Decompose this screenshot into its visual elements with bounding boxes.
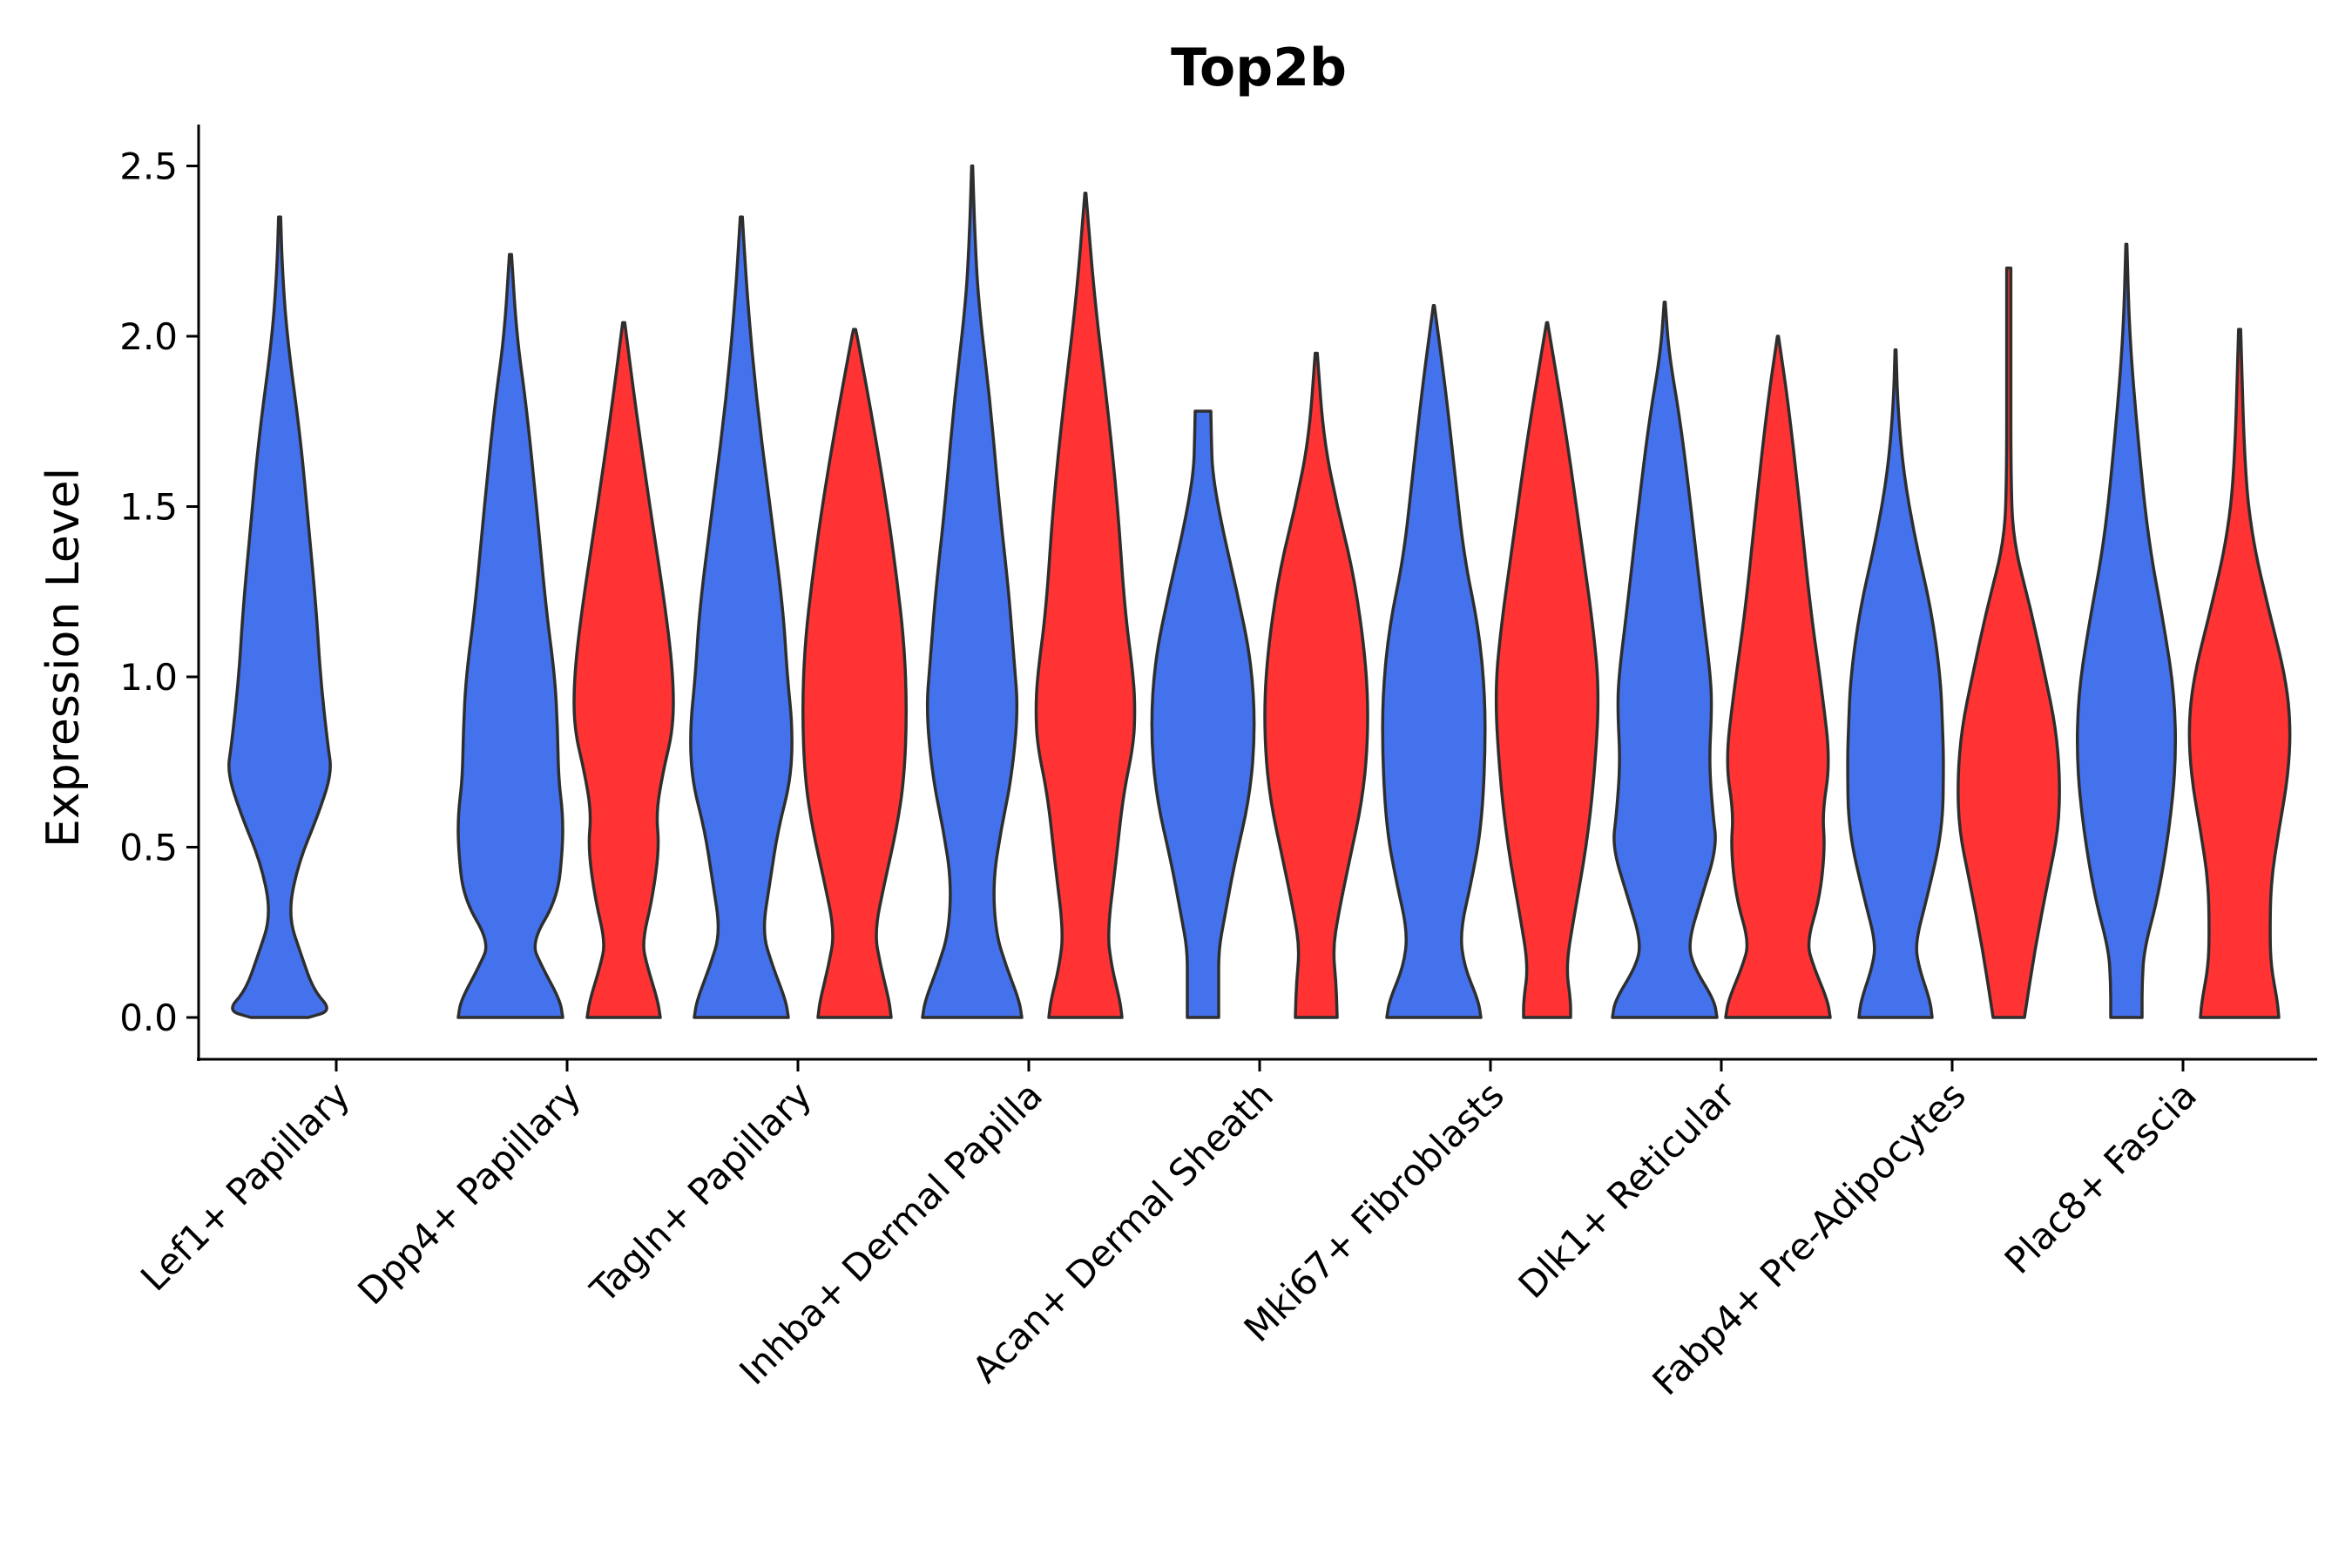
y-tick-label: 2.0	[119, 315, 178, 358]
violin-layer	[227, 164, 2292, 1019]
violin-group-1-3	[921, 164, 1024, 1019]
y-tick-label: 0.5	[119, 827, 178, 869]
y-tick-label: 0.0	[119, 997, 178, 1039]
y-tick-label: 1.0	[119, 656, 178, 699]
x-tick-label: Plac8+ Fascia	[1997, 1073, 2205, 1281]
x-tick-label: Mki67+ Fibroblasts	[1236, 1073, 1512, 1349]
violin-group-1-4	[1150, 409, 1256, 1019]
y-tick-label: 1.5	[119, 486, 178, 529]
violin-group-2-1	[572, 321, 675, 1019]
violin-group-1-2	[689, 215, 794, 1019]
violin-group-1-1	[456, 253, 564, 1019]
violin-group-2-2	[801, 328, 908, 1019]
x-tick-label: Lef1+ Papillary	[132, 1073, 358, 1299]
violin-group-2-4	[1263, 351, 1369, 1019]
y-axis: 0.0 0.5 1.0 1.5 2.0 2.5	[119, 125, 200, 1061]
chart-title: Top2b	[1171, 37, 1347, 98]
x-tick-label: Dpp4+ Papillary	[349, 1073, 589, 1313]
violin-group-2-7	[1957, 267, 2061, 1019]
violin-group-2-3	[1034, 192, 1137, 1019]
violin-group-2-5	[1494, 321, 1600, 1019]
violin-group-1-0	[227, 215, 332, 1019]
violin-group-1-6	[1611, 301, 1719, 1019]
violin-group-2-6	[1724, 335, 1832, 1019]
y-axis-label: Expression Level	[37, 468, 90, 848]
x-tick-label: Tagln+ Papillary	[582, 1073, 820, 1311]
y-tick-label: 2.5	[119, 145, 178, 188]
violin-group-2-8	[2187, 328, 2292, 1019]
violin-group-1-8	[2075, 242, 2178, 1019]
violin-group-1-7	[1846, 348, 1945, 1019]
x-tick-label: Dlk1+ Reticular	[1511, 1073, 1744, 1307]
violin-group-1-5	[1381, 304, 1487, 1019]
